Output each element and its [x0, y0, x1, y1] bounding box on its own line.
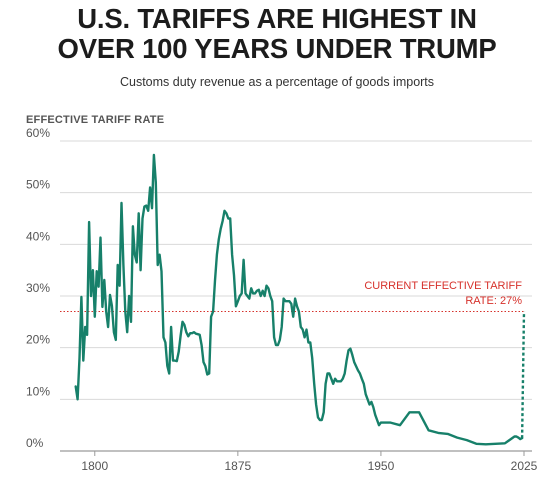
x-tick-label: 2025 [511, 459, 538, 473]
reference-line-group: CURRENT EFFECTIVE TARIFF RATE: 27% [60, 280, 524, 312]
chart-subtitle: Customs duty revenue as a percentage of … [119, 75, 435, 89]
series-line [74, 153, 524, 446]
x-tick-label: 1800 [81, 459, 108, 473]
y-tick-label: 0% [26, 436, 44, 450]
annotation-line-1: CURRENT EFFECTIVE TARIFF [364, 280, 522, 292]
chart-title-line-2: OVER 100 YEARS UNDER TRUMP [57, 33, 497, 64]
y-tick-label: 30% [26, 281, 50, 295]
y-tick-labels: 0% 10% 20% 30% 40% 50% 60% [26, 126, 50, 450]
x-tick-labels: 1800 1875 1950 2025 [81, 451, 538, 473]
chart-title: U.S. TARIFFS ARE HIGHEST IN OVER 100 YEA… [0, 4, 554, 64]
series-group [74, 153, 526, 446]
chart-title-line-1: U.S. TARIFFS ARE HIGHEST IN [77, 3, 477, 34]
y-axis-title: EFFECTIVE TARIFF RATE [26, 114, 165, 126]
current-rate-jump-line [520, 311, 526, 439]
y-tick-label: 60% [26, 126, 50, 140]
x-tick-label: 1875 [224, 459, 251, 473]
y-tick-label: 40% [26, 229, 50, 243]
y-tick-label: 10% [26, 384, 50, 398]
annotation-line-2: RATE: 27% [465, 295, 522, 307]
x-tick-label: 1950 [368, 459, 395, 473]
y-tick-label: 50% [26, 178, 50, 192]
y-tick-label: 20% [26, 333, 50, 347]
